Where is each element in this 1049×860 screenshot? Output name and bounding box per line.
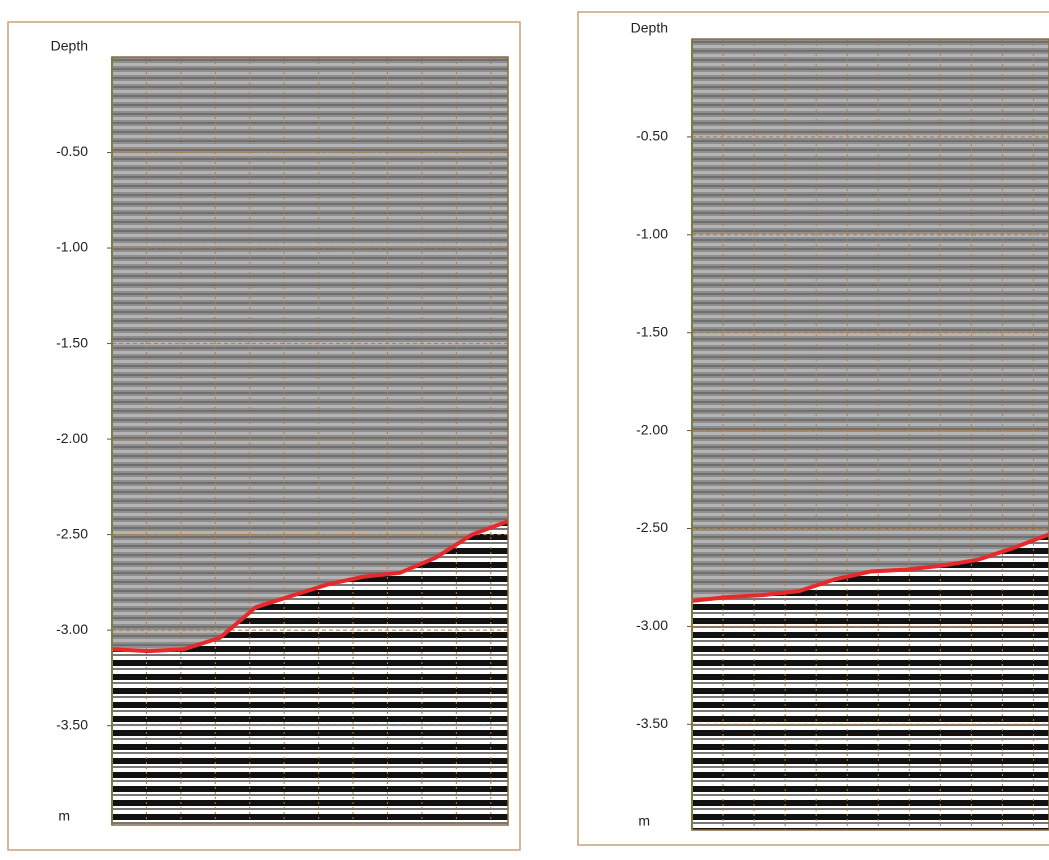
y-tick-label: -3.00 (56, 621, 88, 637)
y-tick-label: -1.00 (56, 239, 88, 255)
lower-texture (692, 534, 1049, 830)
y-tick-label: -0.50 (56, 143, 88, 159)
y-axis-title: Depth (51, 38, 88, 54)
y-tick-label: -0.50 (636, 128, 668, 144)
interface-line (691, 532, 1049, 603)
y-tick-label: -1.50 (636, 323, 668, 339)
y-tick-label: -2.50 (56, 525, 88, 541)
y-axis-unit: m (638, 813, 650, 829)
y-tick-label: -1.50 (56, 334, 88, 350)
y-tick-label: -3.00 (636, 617, 668, 633)
plot-border (111, 56, 509, 826)
y-tick-label: -1.00 (636, 225, 668, 241)
y-axis-unit: m (58, 808, 70, 824)
y-tick-label: -3.50 (56, 716, 88, 732)
lower-texture (112, 521, 508, 825)
y-axis-title: Depth (631, 20, 668, 36)
y-tick-label: -2.50 (636, 519, 668, 535)
y-tick-label: -2.00 (636, 421, 668, 437)
y-tick-label: -3.50 (636, 715, 668, 731)
plot-border (691, 38, 1049, 831)
y-tick-label: -2.00 (56, 430, 88, 446)
interface-line (111, 519, 509, 654)
